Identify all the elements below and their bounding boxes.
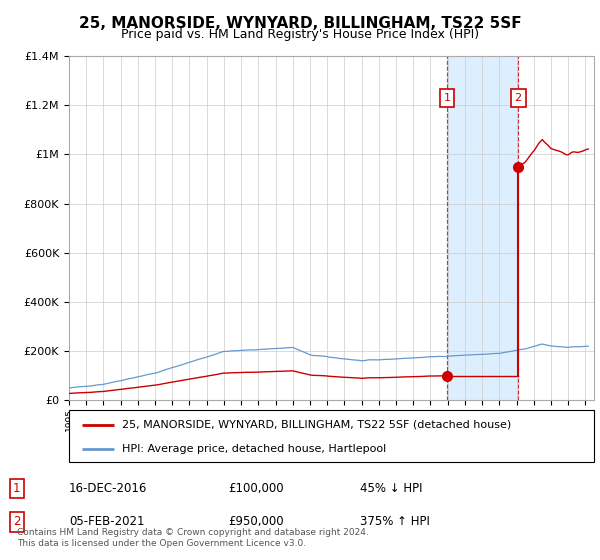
Text: HPI: Average price, detached house, Hartlepool: HPI: Average price, detached house, Hart… xyxy=(121,444,386,454)
Text: 2: 2 xyxy=(13,515,20,529)
Bar xyxy=(447,56,518,400)
Text: 25, MANORSIDE, WYNYARD, BILLINGHAM, TS22 5SF (detached house): 25, MANORSIDE, WYNYARD, BILLINGHAM, TS22… xyxy=(121,420,511,430)
Text: 05-FEB-2021: 05-FEB-2021 xyxy=(69,515,145,529)
Text: 375% ↑ HPI: 375% ↑ HPI xyxy=(360,515,430,529)
Text: 25, MANORSIDE, WYNYARD, BILLINGHAM, TS22 5SF: 25, MANORSIDE, WYNYARD, BILLINGHAM, TS22… xyxy=(79,16,521,31)
Text: 1: 1 xyxy=(443,93,451,103)
Text: 45% ↓ HPI: 45% ↓ HPI xyxy=(360,482,422,495)
Text: 16-DEC-2016: 16-DEC-2016 xyxy=(69,482,148,495)
FancyBboxPatch shape xyxy=(69,410,594,462)
Text: Price paid vs. HM Land Registry's House Price Index (HPI): Price paid vs. HM Land Registry's House … xyxy=(121,28,479,41)
Text: 1: 1 xyxy=(13,482,20,495)
Text: 2: 2 xyxy=(515,93,521,103)
Text: Contains HM Land Registry data © Crown copyright and database right 2024.
This d: Contains HM Land Registry data © Crown c… xyxy=(17,528,368,548)
Text: £950,000: £950,000 xyxy=(228,515,284,529)
Text: £100,000: £100,000 xyxy=(228,482,284,495)
